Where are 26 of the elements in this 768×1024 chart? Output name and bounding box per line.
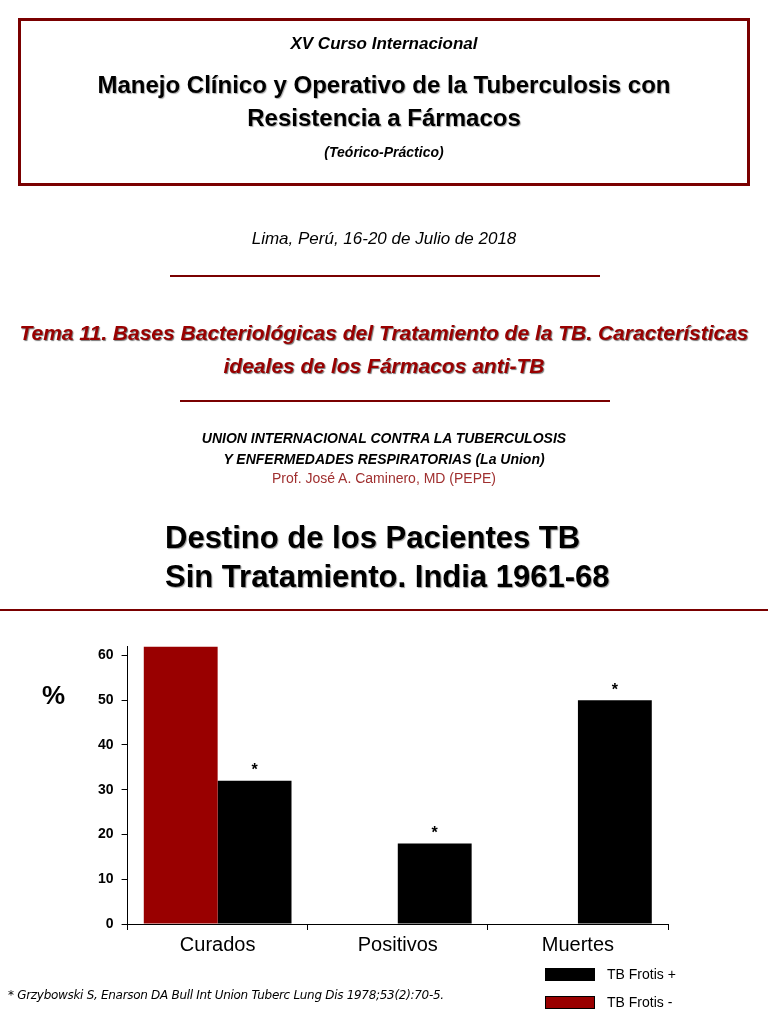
annotation: * <box>251 761 259 779</box>
y-tick-label: 10 <box>97 870 114 887</box>
text: Prof. José A. Caminero, MD (PEPE) <box>270 470 498 486</box>
text: UNION INTERNACIONAL CONTRA LA TUBERCULOSIS Y ENFERMEDADES RESPIRATORIAS (La Union) <box>200 429 568 469</box>
y-tick-label: 40 <box>97 735 114 752</box>
annotation: * <box>611 680 619 698</box>
text: XV Curso Internacional <box>289 34 479 54</box>
legend-label: TB Frotis + <box>607 966 676 982</box>
y-tick-label: 0 <box>105 914 114 931</box>
x-tick-label: Muertes <box>541 932 615 955</box>
text: Lima, Perú, 16-20 de Julio de 2018 <box>250 229 518 249</box>
y-tick-label: 30 <box>97 780 114 797</box>
text: Tema 11. Bases Bacteriológicas del Tratamiento de la TB. Características ideales de los Fármacos anti-TB <box>18 320 750 379</box>
annotation: * <box>431 823 439 841</box>
x-tick-label: Curados <box>179 932 256 955</box>
y-tick-label: 60 <box>97 646 114 663</box>
text: * Grzybowski S, Enarson DA Bull Int Union Tuberc Lung Dis 1978;53(2):70-5. <box>8 988 444 1002</box>
text: Manejo Clínico y Operativo de la Tuberculosis con Resistencia a Fármacos <box>96 70 672 133</box>
y-tick-label: 50 <box>97 690 114 707</box>
chart-title: Destino de los Pacientes TB Sin Tratamiento. India 1961-68 <box>165 519 610 596</box>
y-tick-label: 20 <box>97 825 114 842</box>
legend-label: TB Frotis - <box>607 994 673 1010</box>
bar <box>143 646 218 924</box>
text: (Teórico-Práctico) <box>323 144 445 160</box>
x-tick-label: Positivos <box>357 932 438 955</box>
y-axis-title: % <box>42 680 66 711</box>
